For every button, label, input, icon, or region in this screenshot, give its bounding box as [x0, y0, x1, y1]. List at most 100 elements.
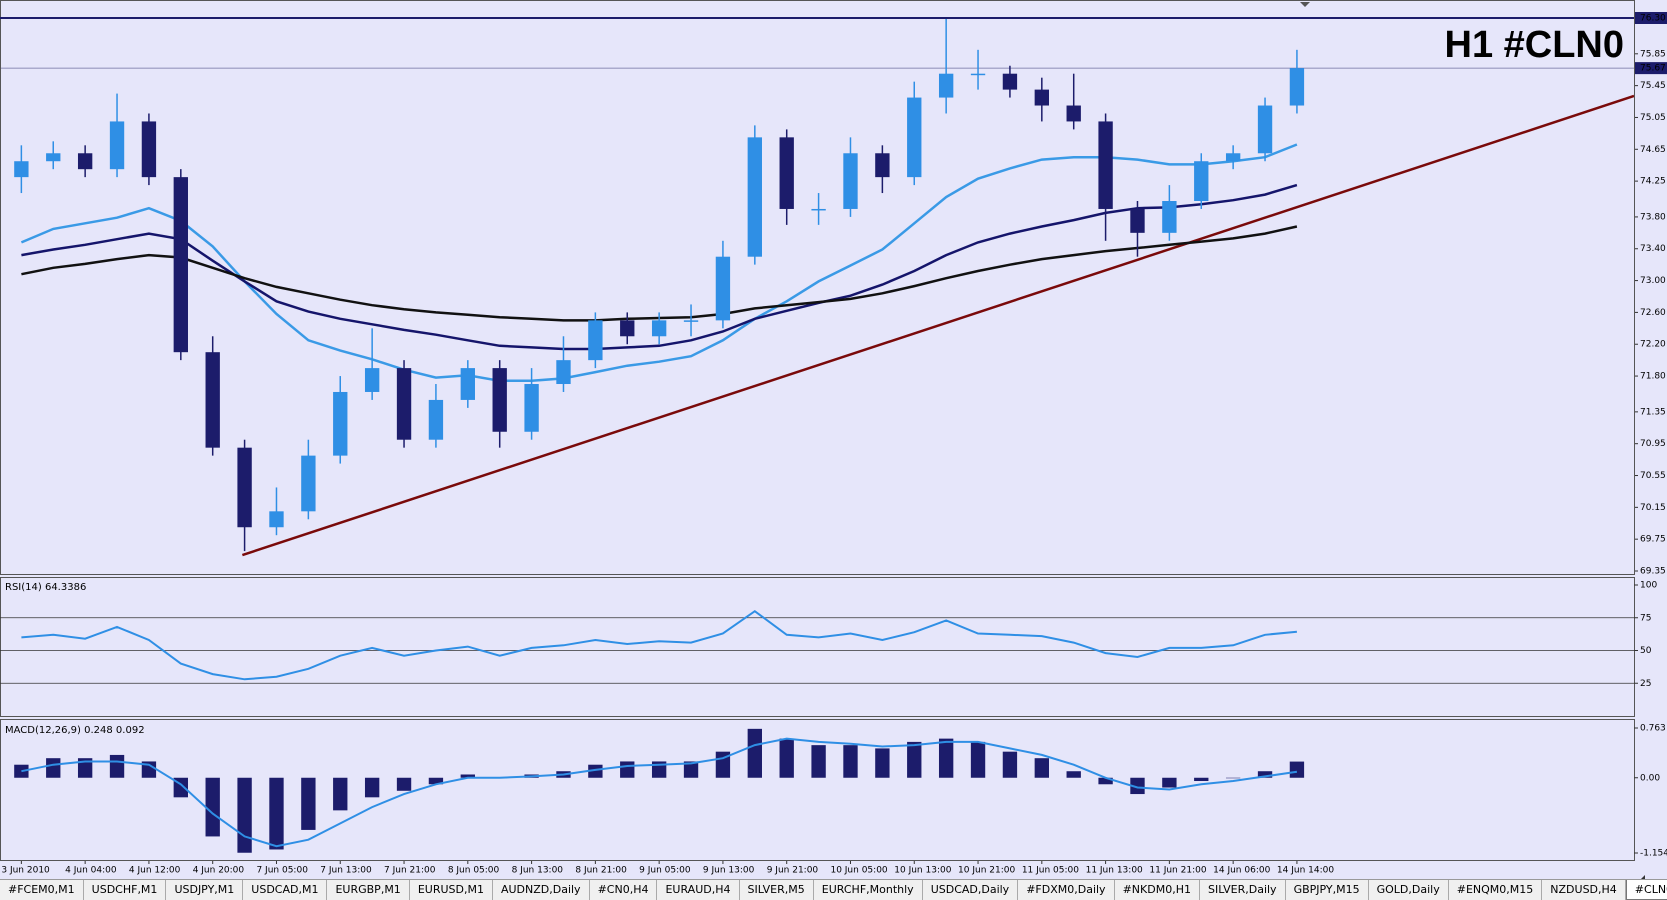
- candle-body: [46, 153, 61, 162]
- tab[interactable]: GBPJPY,M15: [1286, 880, 1369, 900]
- y-tick-label: 73.00: [1640, 276, 1666, 286]
- tick-highlight: [1635, 12, 1667, 24]
- candle-body: [301, 455, 316, 512]
- histogram-bar: [779, 738, 794, 778]
- rsi-panel: [0, 577, 1635, 717]
- histogram-bar: [620, 761, 635, 778]
- y-tick-label: 100: [1640, 581, 1657, 591]
- candle-body: [1130, 208, 1145, 233]
- x-tick-label: 14 Jun 06:00: [1213, 866, 1270, 876]
- y-tick-label: 50: [1640, 646, 1652, 656]
- histogram-bar: [301, 777, 316, 830]
- tab[interactable]: USDCAD,M1: [243, 880, 328, 900]
- tab[interactable]: #FDXM0,Daily: [1018, 880, 1115, 900]
- candle-body: [1066, 105, 1081, 122]
- candle-body: [1098, 121, 1113, 209]
- x-tick-label: 8 Jun 13:00: [512, 866, 564, 876]
- y-tick-label: 70.55: [1640, 471, 1666, 481]
- y-tick-label: 69.35: [1640, 567, 1666, 577]
- tab[interactable]: #ENQM0,M15: [1449, 880, 1543, 900]
- histogram-bar: [1194, 777, 1209, 782]
- x-tick-label: 3 Jun 2010: [1, 866, 50, 876]
- candle-body: [1257, 105, 1273, 154]
- candle-body: [524, 384, 539, 432]
- price-label: 75.67: [1640, 64, 1666, 74]
- histogram-bar: [588, 764, 603, 778]
- candle-body: [683, 320, 699, 322]
- candle-body: [556, 360, 571, 385]
- histogram-bar: [1098, 777, 1113, 785]
- tab[interactable]: #NKDM0,H1: [1115, 880, 1200, 900]
- tab[interactable]: USDJPY,M1: [166, 880, 244, 900]
- histogram-bar: [1289, 761, 1305, 778]
- y-tick-label: 70.95: [1640, 439, 1666, 449]
- chart: H1 #CLN0 RSI(14) 64.3386 MACD(12,26,9) 0…: [0, 0, 1667, 879]
- candle-body: [269, 511, 284, 528]
- histogram-bar: [970, 741, 986, 778]
- candle-body: [779, 137, 794, 209]
- y-tick-label: 73.40: [1640, 244, 1666, 254]
- tab-bar: #FCEM0,M1 USDCHF,M1 USDJPY,M1 USDCAD,M1 EURG…: [0, 879, 1667, 900]
- histogram-bar: [141, 761, 157, 778]
- candle-body: [875, 153, 890, 178]
- tab[interactable]: EURUSD,M1: [410, 880, 493, 900]
- x-tick-label: 4 Jun 20:00: [193, 866, 245, 876]
- candle-body: [428, 399, 444, 440]
- tab[interactable]: GOLD,Daily: [1369, 880, 1449, 900]
- histogram-bar: [683, 761, 699, 778]
- histogram-bar: [364, 777, 380, 798]
- candle-body: [364, 368, 380, 392]
- histogram-bar: [237, 777, 252, 853]
- candle-body: [811, 208, 826, 211]
- candle-body: [173, 177, 188, 353]
- candle-body: [396, 368, 412, 440]
- candle-body: [141, 121, 157, 178]
- y-tick-label: 76.30: [1640, 14, 1666, 24]
- tab[interactable]: #FCEM0,M1: [0, 880, 84, 900]
- y-tick-label: 0.00: [1640, 773, 1660, 783]
- tab[interactable]: AUDNZD,Daily: [493, 880, 590, 900]
- tab[interactable]: USDCHF,M1: [84, 880, 167, 900]
- candle-body: [333, 391, 348, 456]
- histogram-bar: [1257, 771, 1273, 778]
- x-tick-label: 9 Jun 05:00: [639, 866, 691, 876]
- price-plot: [1, 18, 1634, 557]
- tab[interactable]: NZDUSD,H4: [1542, 880, 1626, 900]
- x-tick-label: 11 Jun 13:00: [1086, 866, 1143, 876]
- y-tick-label: 72.20: [1640, 340, 1666, 350]
- candle-body: [1034, 89, 1049, 106]
- tab[interactable]: EURGBP,M1: [327, 880, 410, 900]
- histogram-bar: [205, 777, 220, 837]
- histogram-bar: [1034, 758, 1049, 778]
- candle-body: [970, 73, 986, 76]
- tab[interactable]: #CN0,H4: [590, 880, 658, 900]
- histogram-bar: [109, 754, 125, 778]
- x-tick-label: 7 Jun 05:00: [256, 866, 308, 876]
- y-tick-label: 0.763: [1640, 724, 1666, 734]
- line: [20, 143, 1298, 383]
- y-tick-label: 74.25: [1640, 177, 1666, 187]
- tab[interactable]: EURCHF,Monthly: [814, 880, 923, 900]
- x-tick-label: 7 Jun 21:00: [384, 866, 436, 876]
- x-tick-label: 11 Jun 21:00: [1149, 866, 1206, 876]
- x-tick-label: 11 Jun 05:00: [1022, 866, 1079, 876]
- y-tick-label: 72.60: [1640, 308, 1666, 318]
- y-tick-label: 75.45: [1640, 81, 1666, 91]
- candle-body: [460, 368, 475, 400]
- x-tick-label: 7 Jun 13:00: [320, 866, 372, 876]
- chart-title: H1 #CLN0: [1445, 24, 1625, 66]
- candle-body: [14, 161, 29, 178]
- candle-body: [651, 320, 667, 337]
- tab[interactable]: USDCAD,Daily: [923, 880, 1019, 900]
- candle-body: [843, 153, 858, 209]
- histogram-bar: [1130, 777, 1145, 795]
- tab[interactable]: SILVER,Daily: [1200, 880, 1286, 900]
- tab[interactable]: #CLN0,H1: [1625, 880, 1667, 900]
- y-tick-label: 75.05: [1640, 113, 1666, 123]
- histogram-bar: [1002, 751, 1018, 778]
- tab[interactable]: EURAUD,H4: [657, 880, 740, 900]
- histogram-bar: [46, 758, 61, 778]
- candle-body: [109, 121, 125, 170]
- tab[interactable]: SILVER,M5: [740, 880, 814, 900]
